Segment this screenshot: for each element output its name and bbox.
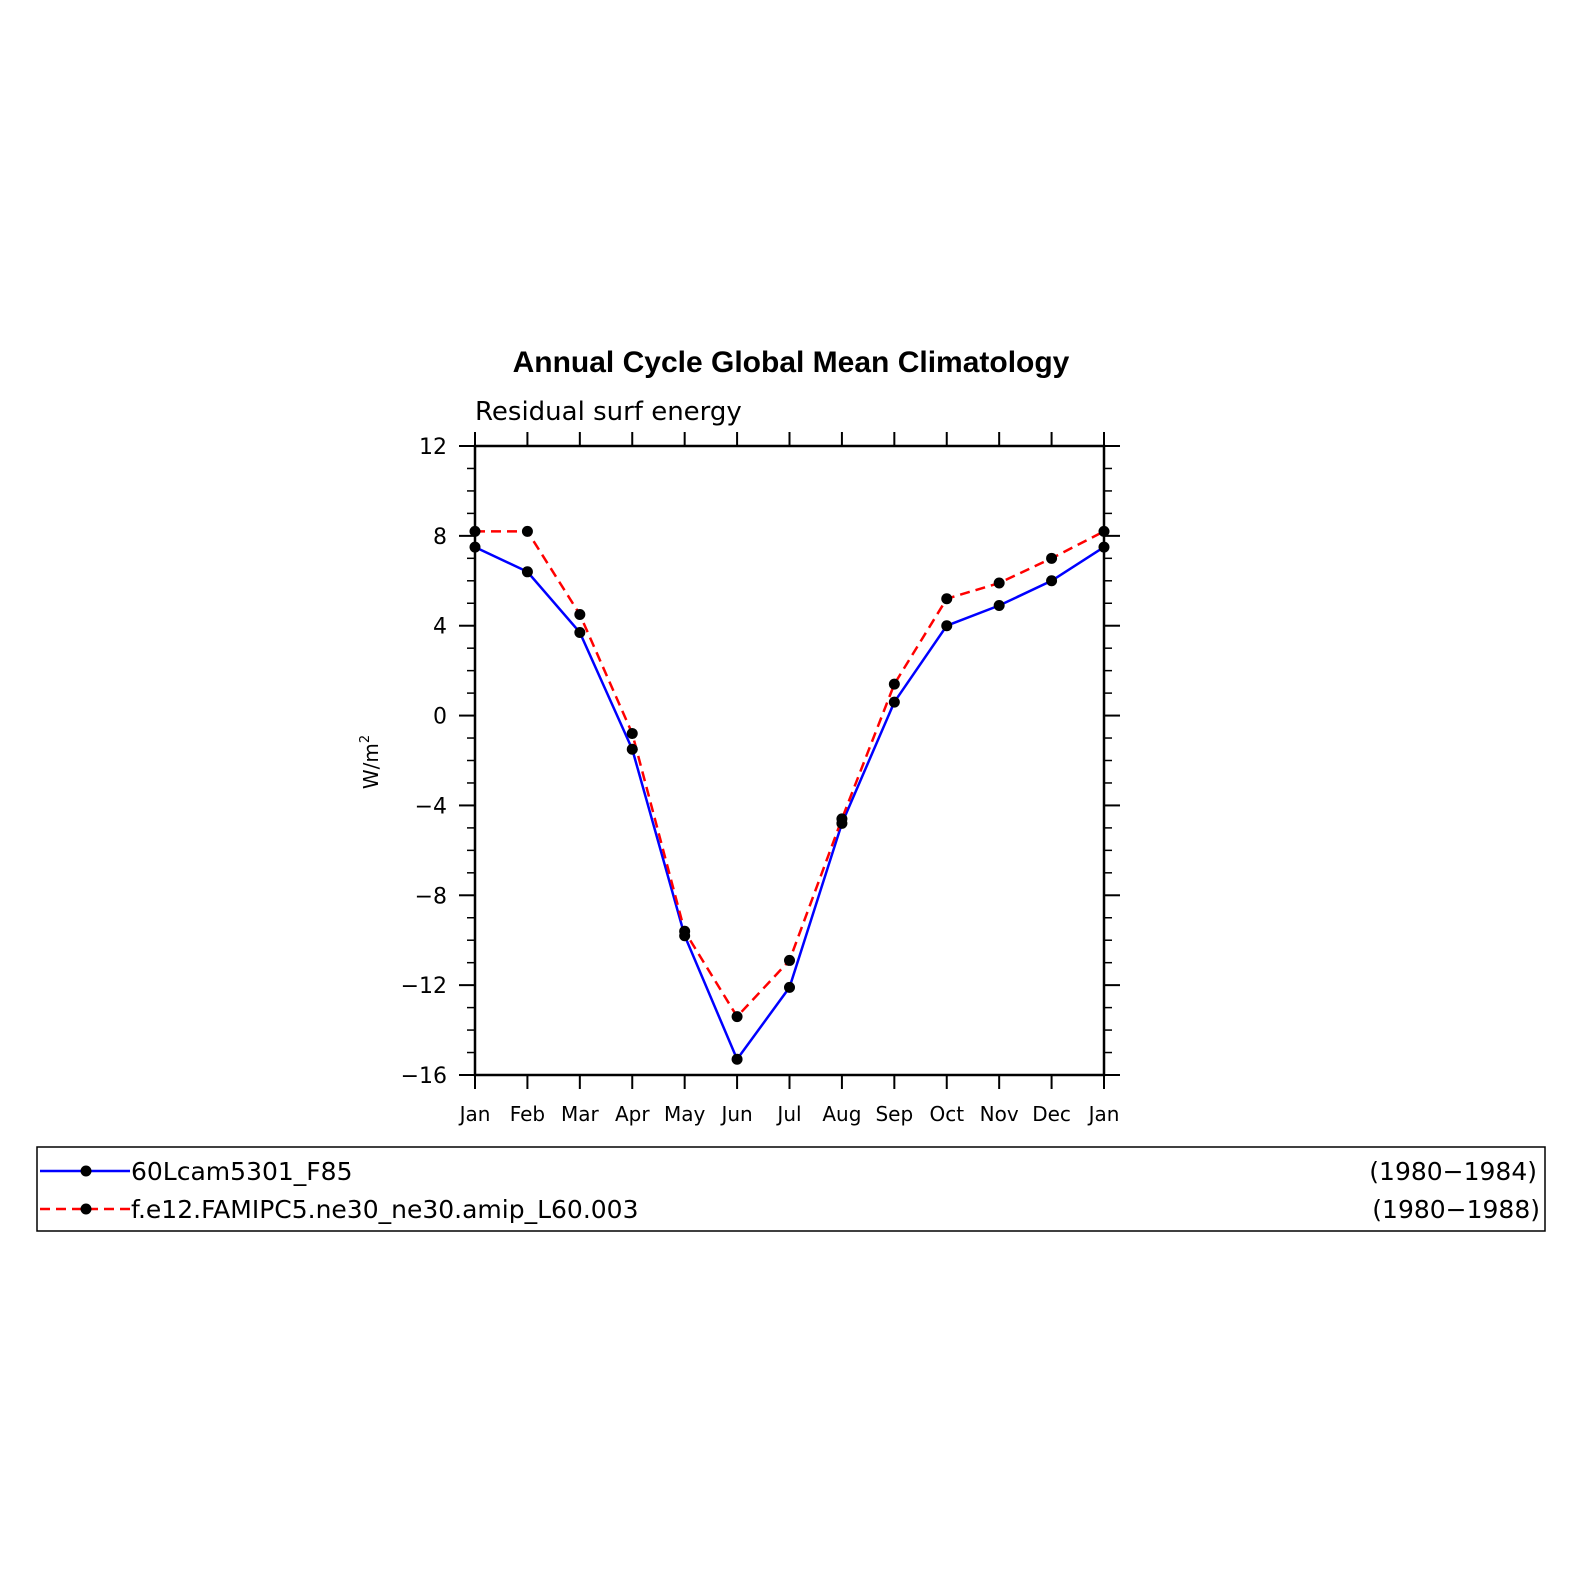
data-point-series-2 — [1046, 552, 1058, 564]
x-tick-label: Jan — [1087, 1102, 1120, 1126]
data-point-series-1 — [941, 620, 953, 632]
legend-marker-series-2 — [80, 1203, 92, 1215]
x-tick-label: Nov — [980, 1102, 1019, 1126]
x-tick-label: Aug — [822, 1102, 861, 1126]
data-point-series-2 — [679, 925, 691, 937]
data-point-series-1 — [469, 541, 481, 553]
y-tick-label: 12 — [419, 435, 447, 460]
data-point-series-1 — [574, 626, 586, 638]
data-point-series-1 — [1046, 575, 1058, 587]
data-point-series-2 — [469, 525, 481, 537]
data-point-series-2 — [731, 1011, 743, 1023]
chart-subtitle: Residual surf energy — [475, 397, 742, 427]
x-tick-label: Sep — [875, 1102, 913, 1126]
plot-frame — [473, 444, 1106, 1077]
data-point-series-2 — [1098, 525, 1110, 537]
x-tick-label: May — [664, 1102, 706, 1126]
x-tick-label: Apr — [615, 1102, 650, 1126]
y-tick-label: −8 — [415, 884, 447, 909]
legend-period-series-2: (1980−1988) — [1372, 1195, 1540, 1224]
y-axis-label: W/m2 — [358, 735, 383, 789]
y-tick-label: 0 — [433, 705, 447, 730]
y-tick-label: 8 — [433, 525, 447, 550]
chart-title: Annual Cycle Global Mean Climatology — [513, 346, 1070, 379]
legend-period-series-1: (1980−1984) — [1369, 1157, 1537, 1186]
data-point-series-2 — [784, 954, 795, 966]
x-tick-label: Jan — [458, 1102, 491, 1126]
x-axis: Jan Feb Mar Apr May Jun Jul Aug Sep Oct Nov Dec Jan — [458, 432, 1120, 1126]
data-point-series-2 — [626, 728, 638, 740]
y-tick-label: −4 — [415, 794, 447, 819]
y-tick-label: 4 — [433, 615, 447, 640]
x-tick-label: Oct — [929, 1102, 964, 1126]
series-layer — [469, 525, 1110, 1065]
data-point-series-1 — [993, 599, 1005, 611]
y-axis-label-text: W/m — [359, 743, 383, 789]
x-tick-label: Dec — [1032, 1102, 1071, 1126]
data-point-series-2 — [574, 608, 586, 620]
y-tick-label: −16 — [401, 1064, 447, 1089]
y-tick-label: −12 — [401, 974, 447, 999]
data-point-series-2 — [521, 525, 533, 537]
y-axis-label-superscript: 2 — [358, 735, 373, 743]
data-point-series-2 — [888, 678, 900, 690]
x-tick-label: Mar — [561, 1102, 600, 1126]
data-point-series-1 — [1098, 541, 1110, 553]
x-tick-label: Jul — [775, 1102, 801, 1126]
x-tick-label: Feb — [510, 1102, 545, 1126]
data-point-series-2 — [836, 813, 848, 825]
data-point-series-1 — [731, 1053, 743, 1065]
data-point-series-2 — [993, 577, 1005, 589]
legend-frame — [36, 1146, 1546, 1232]
x-tick-label: Jun — [719, 1102, 752, 1126]
data-point-series-1 — [521, 566, 533, 578]
svg-text:W/m2: W/m2 — [358, 735, 383, 789]
data-point-series-1 — [626, 743, 638, 755]
legend-label-series-2: f.e12.FAMIPC5.ne30_ne30.amip_L60.003 — [131, 1195, 639, 1224]
y-axis: −16 −12 −8 −4 0 4 8 12 — [401, 435, 1120, 1089]
data-point-series-2 — [941, 593, 953, 605]
data-point-series-1 — [784, 981, 795, 993]
data-point-series-1 — [888, 696, 900, 708]
legend: 60Lcam5301_F85 (1980−1984) f.e12.FAMIPC5… — [36, 1146, 1546, 1232]
legend-marker-series-1 — [80, 1165, 92, 1177]
legend-label-series-1: 60Lcam5301_F85 — [131, 1157, 352, 1186]
series-line-2 — [475, 530, 1105, 1019]
